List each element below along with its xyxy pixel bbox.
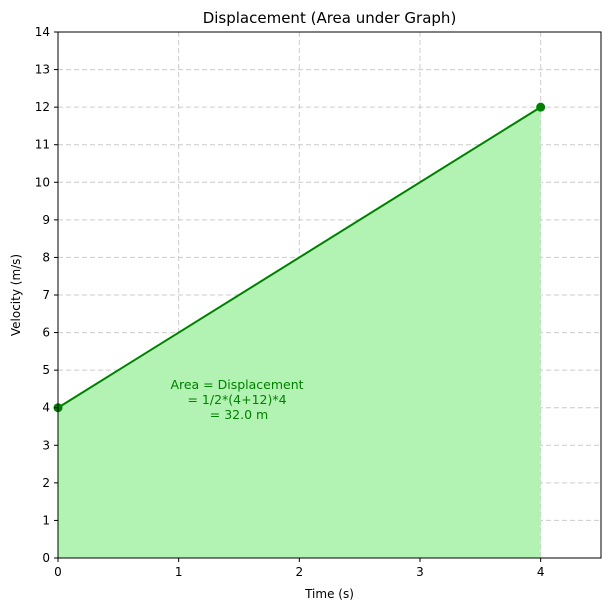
annotation-line-2: = 1/2*(4+12)*4 [187, 392, 286, 407]
y-tick-label: 13 [35, 63, 50, 77]
series-line [57, 106, 542, 409]
y-tick-label: 10 [35, 175, 50, 189]
series-line-layer [57, 106, 542, 409]
y-tick-label: 0 [42, 551, 50, 565]
x-tick-label: 0 [54, 565, 62, 579]
y-tick-label: 11 [35, 138, 50, 152]
area-fill-layer [58, 107, 541, 559]
y-tick-label: 14 [35, 25, 50, 39]
x-tick-label: 2 [296, 565, 304, 579]
marker-layer [53, 102, 546, 413]
x-tick-label: 1 [175, 565, 183, 579]
y-tick-label: 5 [42, 363, 50, 377]
x-tick-label: 4 [537, 565, 545, 579]
annotation-line-1: Area = Displacement [170, 377, 303, 392]
y-tick-label: 2 [42, 476, 50, 490]
x-axis-title: Time (s) [304, 587, 354, 601]
data-point [536, 102, 546, 112]
y-tick-label: 7 [42, 288, 50, 302]
y-tick-label: 3 [42, 438, 50, 452]
y-tick-label: 9 [42, 213, 50, 227]
y-tick-label: 4 [42, 401, 50, 415]
chart-title: Displacement (Area under Graph) [203, 9, 457, 27]
x-ticks: 0 1 2 3 4 [54, 558, 544, 579]
area-fill [58, 107, 541, 559]
y-tick-label: 1 [42, 513, 50, 527]
x-tick-label: 3 [416, 565, 424, 579]
annotation-line-3: = 32.0 m [210, 407, 268, 422]
area-annotation: Area = Displacement = 1/2*(4+12)*4 = 32.… [170, 377, 307, 422]
y-tick-label: 12 [35, 100, 50, 114]
y-axis-title: Velocity (m/s) [9, 254, 23, 336]
y-tick-label: 8 [42, 250, 50, 264]
y-tick-label: 6 [42, 326, 50, 340]
